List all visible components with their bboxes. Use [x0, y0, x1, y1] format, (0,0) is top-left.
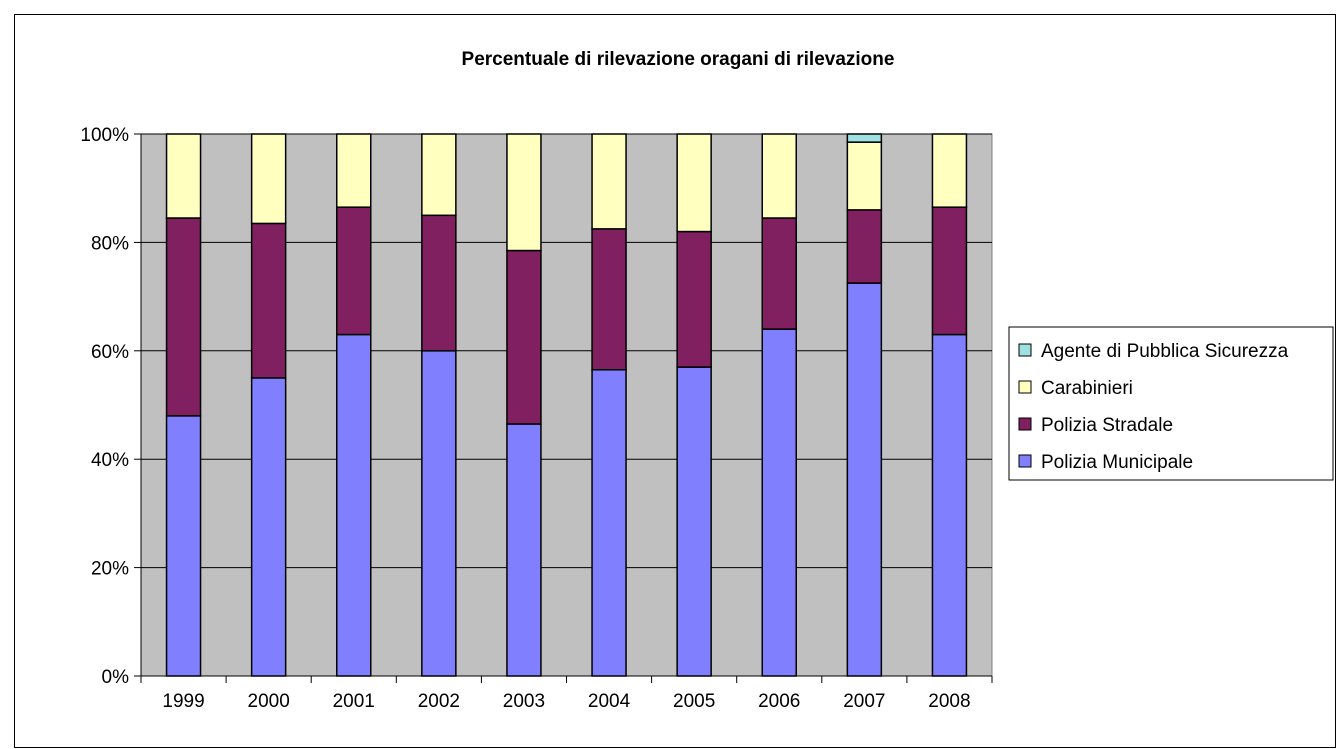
y-tick-label: 60%: [91, 342, 129, 363]
bar-segment: [761, 217, 797, 330]
bar-segment: [336, 333, 372, 677]
legend-label: Agente di Pubblica Sicurezza: [1041, 341, 1289, 362]
legend-swatch: [1018, 417, 1032, 431]
bar-segment: [165, 133, 202, 219]
bar-segment: [931, 133, 968, 208]
x-tick-label: 2000: [248, 691, 290, 712]
bar-segment: [931, 333, 968, 677]
y-axis: 0% 20% 40% 60% 80% 100%: [80, 125, 142, 688]
legend-label: Polizia Municipale: [1041, 452, 1193, 473]
legend-swatch: [1018, 454, 1032, 468]
bar-segment: [165, 217, 202, 417]
bar-segment: [761, 133, 797, 219]
bar-segment: [931, 206, 968, 336]
y-tick-label: 100%: [80, 125, 129, 146]
legend-swatch: [1018, 380, 1032, 394]
legend-label: Carabinieri: [1041, 378, 1133, 399]
x-tick-label: 2002: [418, 691, 460, 712]
bar-segment: [591, 369, 627, 677]
bar-segment: [846, 209, 883, 284]
bar-segment: [336, 206, 372, 336]
bar-segment: [421, 214, 457, 352]
bar-segment: [165, 415, 202, 677]
x-tick-label: 1999: [162, 691, 204, 712]
bar-segment: [506, 249, 542, 425]
x-tick-label: 2003: [503, 691, 545, 712]
bar-segment: [846, 141, 883, 211]
bar-segment: [250, 222, 287, 379]
bar-segment: [846, 133, 883, 143]
x-tick-label: 2005: [673, 691, 715, 712]
y-tick-label: 80%: [91, 233, 129, 254]
bar-segment: [846, 282, 883, 677]
x-tick-label: 2008: [928, 691, 970, 712]
y-tick-label: 40%: [91, 450, 129, 471]
x-tick-label: 2007: [843, 691, 885, 712]
bar-segment: [676, 133, 712, 233]
x-tick-label: 2004: [588, 691, 631, 712]
bar-segment: [676, 230, 712, 368]
bar-segment: [591, 133, 627, 230]
bar-segment: [421, 133, 457, 217]
bar-segment: [506, 423, 542, 677]
y-tick-label: 0%: [102, 667, 130, 688]
bars: [165, 133, 968, 677]
legend-swatch: [1018, 343, 1032, 357]
bar-segment: [250, 133, 287, 225]
legend: Agente di Pubblica Sicurezza Carabinieri P…: [1008, 326, 1334, 481]
x-tick-label: 2006: [758, 691, 800, 712]
bar-segment: [506, 133, 542, 252]
bar-segment: [761, 328, 797, 677]
legend-label: Polizia Stradale: [1041, 415, 1173, 436]
chart-title: Percentuale di rilevazione oragani di ri…: [462, 49, 895, 70]
bar-segment: [676, 366, 712, 677]
x-tick-label: 2001: [333, 691, 375, 712]
bar-segment: [250, 377, 287, 677]
bar-segment: [591, 228, 627, 371]
bar-segment: [421, 350, 457, 677]
y-tick-label: 20%: [91, 559, 129, 580]
x-axis: 1999 2000 2001 2002 2003 2004 2005 2006 2007 2008: [140, 675, 993, 712]
bar-segment: [336, 133, 372, 208]
legend-box: [1008, 326, 1334, 481]
